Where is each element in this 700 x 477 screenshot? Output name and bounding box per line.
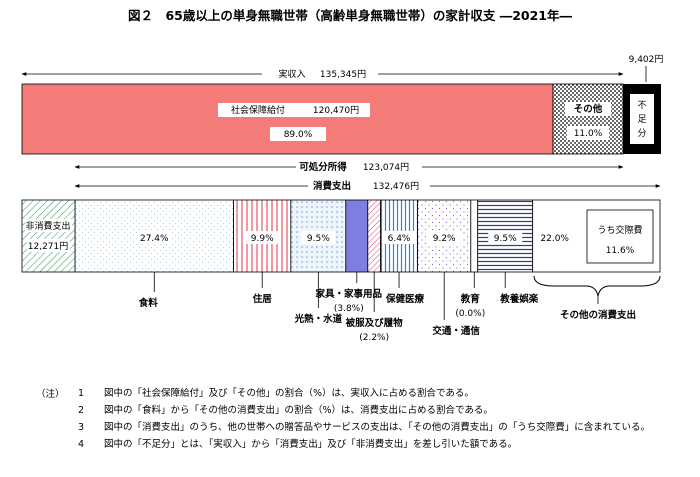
other-consumption-brace [533, 275, 661, 297]
social-security-value: 120,470円 [313, 105, 359, 116]
share-label-bg [537, 231, 572, 244]
note-item: 2 図中の「食料」から「その他の消費支出」の割合（%）は、消費支出に占める割合であ… [78, 403, 688, 420]
chart-svg: 図２ 65歳以上の単身無職世帯（高齢単身無職世帯）の家計収支 ―2021年― 9… [21, 8, 664, 343]
deficit-label-1: 不 [637, 100, 646, 111]
notes-list: 1 図中の「社会保障給付」及び「その他」の割合（%）は、実収入に占める割合である。… [78, 386, 688, 454]
category-label: 食料 [138, 297, 159, 309]
disposable-income-label: 可処分所得 [299, 161, 347, 173]
category-label: 交通・通信 [432, 325, 480, 337]
social-security-share-bg [270, 127, 326, 141]
category-label: 家具・家事用品 [316, 288, 383, 300]
income-label-bg [262, 67, 378, 81]
disposable-income-value: 123,074円 [363, 162, 409, 173]
note-item: 3 図中の「消費支出」のうち、他の世帯への贈答品やサービスの支出は、「その他の消費… [78, 421, 688, 435]
income-value: 135,345円 [320, 69, 366, 80]
non-consumption-value-bg [27, 239, 70, 252]
other-income-share-bg [567, 126, 609, 140]
category-label: 光熱・水道 [294, 313, 343, 325]
note-text: 図中の「不足分」とは、「実収入」から「消費支出」及び「非消費支出」を差し引いた額… [104, 439, 518, 450]
non-consumption-label-bg [25, 219, 72, 232]
category-share-label: (3.8%) [334, 304, 364, 314]
social-security-name: 社会保障給付 [231, 104, 285, 116]
other-income-name: その他 [574, 103, 603, 115]
category-share-label: (0.0%) [455, 309, 485, 319]
share-label: 27.4% [140, 234, 169, 244]
income-label: 実収入 [278, 68, 305, 80]
category-label: 教育 [460, 293, 481, 305]
deficit-label-3: 分 [637, 128, 646, 139]
share-label: 9.5% [494, 234, 517, 244]
note-text: 図中の「食料」から「その他の消費支出」の割合（%）は、消費支出に占める割合である… [104, 404, 493, 416]
bar-social-security [21, 83, 554, 155]
share-label: 9.9% [251, 234, 274, 244]
category-label: 住居 [253, 293, 273, 305]
bar-non-consumption [21, 199, 76, 273]
chart-title: 図２ 65歳以上の単身無職世帯（高齢単身無職世帯）の家計収支 ―2021年― [128, 8, 573, 23]
share-label-bg [245, 231, 280, 244]
category-label: 教養娯楽 [499, 293, 539, 305]
notes-label: （注） [36, 389, 65, 400]
share-label-bg [488, 231, 523, 244]
share-label-bg [382, 231, 417, 244]
other-income-share: 11.0% [574, 129, 603, 139]
share-label: 9.2% [433, 234, 456, 244]
share-label-bg [137, 231, 172, 244]
consumption-label: 消費支出 [313, 180, 351, 192]
share-label: 6.4% [388, 234, 411, 244]
other-income-label-bg [565, 102, 611, 116]
expenditure-bar: 27.4% 9.9% 9.5% 6.4% 9.2% 9.5% 22.0% [74, 199, 661, 273]
note-number: 1 [78, 388, 85, 399]
social-security-share: 89.0% [284, 130, 313, 140]
consumption-value: 132,476円 [373, 181, 419, 192]
deficit-label-bg [630, 94, 654, 144]
note-number: 4 [78, 439, 85, 450]
category-label: その他の消費支出 [560, 309, 636, 321]
non-consumption-value: 12,271円 [28, 241, 69, 252]
share-label: 9.5% [307, 234, 330, 244]
category-label: 保健医療 [385, 293, 425, 305]
note-number: 2 [78, 404, 85, 416]
bar-segment [470, 199, 479, 273]
note-text: 図中の「社会保障給付」及び「その他」の割合（%）は、実収入に占める割合である。 [104, 388, 474, 399]
sub-item-box [586, 209, 654, 264]
non-consumption-name: 非消費支出 [25, 220, 70, 232]
note-item: 4 図中の「不足分」とは、「実収入」から「消費支出」及び「非消費支出」を差し引いた… [78, 437, 688, 454]
sub-item-share: 11.6% [606, 246, 635, 256]
deficit-label-2: 足 [637, 114, 646, 125]
category-share-label: (2.2%) [359, 333, 389, 343]
share-label: 22.0% [540, 234, 569, 244]
disposable-label-bg [296, 160, 422, 174]
note-item: 1 図中の「社会保障給付」及び「その他」の割合（%）は、実収入に占める割合である。 [78, 386, 688, 403]
consumption-label-bg [308, 179, 430, 193]
share-label-bg [301, 231, 336, 244]
bar-segment [367, 199, 381, 273]
sub-item-name: うち交際費 [597, 224, 642, 236]
bar-segment [345, 199, 369, 273]
bar-other-income [552, 83, 624, 155]
category-label: 被服及び履物 [346, 317, 404, 329]
note-number: 3 [78, 422, 85, 433]
share-label-bg [427, 231, 462, 244]
note-text: 図中の「消費支出」のうち、他の世帯への贈答品やサービスの支出は、「その他の消費支… [104, 422, 650, 433]
deficit-value-label: 9,402円 [629, 54, 664, 65]
social-security-label-bg [218, 103, 370, 117]
